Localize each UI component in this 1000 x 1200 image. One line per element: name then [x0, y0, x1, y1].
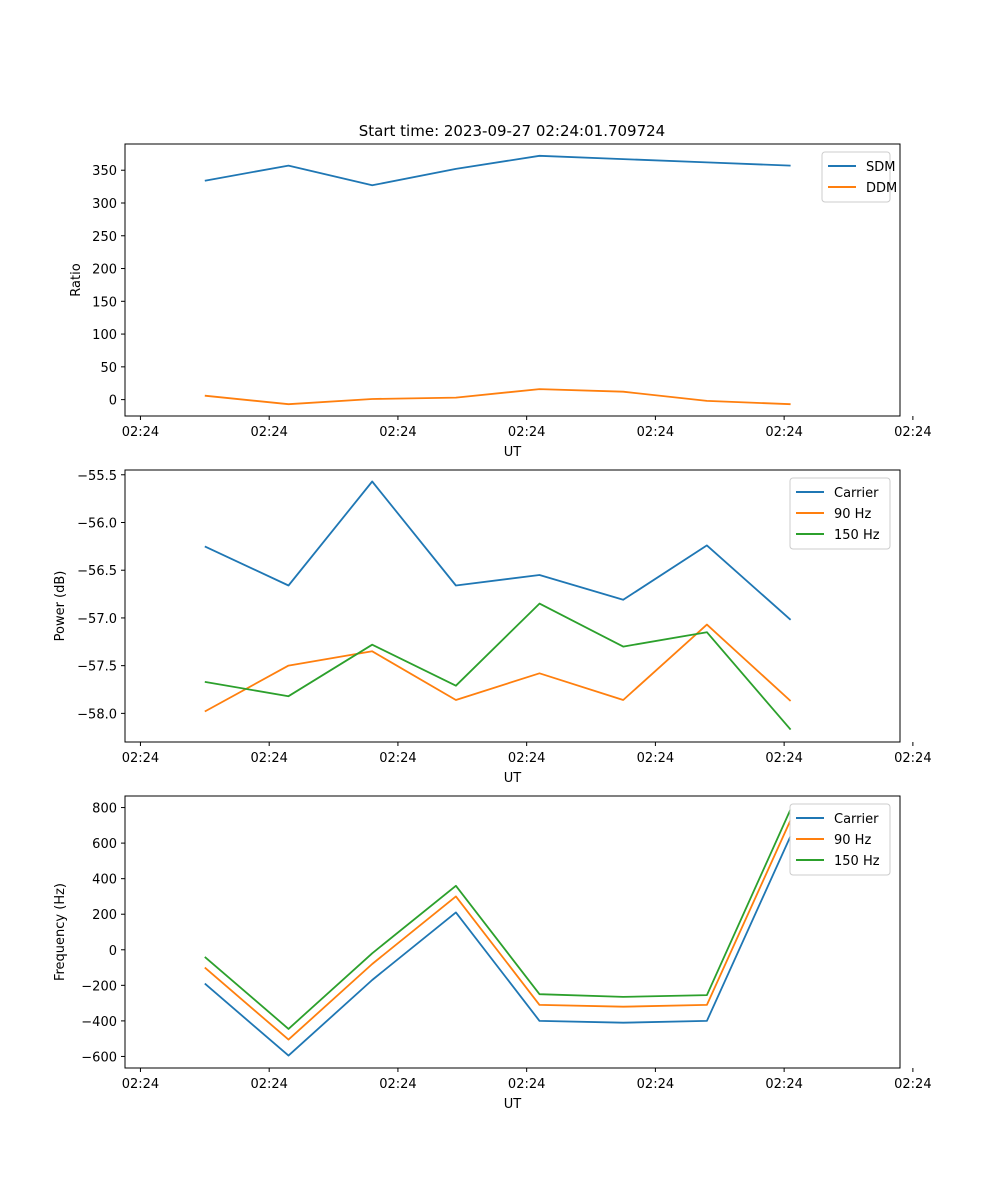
x-tick-label: 02:24 [379, 1077, 416, 1092]
figure-title: Start time: 2023-09-27 02:24:01.709724 [359, 122, 665, 140]
y-tick-label: 400 [92, 873, 117, 888]
series-line-carrier [204, 480, 792, 621]
series-line-sdm [204, 154, 791, 187]
y-tick-label: 200 [92, 908, 117, 923]
y-tick-label: 300 [92, 197, 117, 212]
y-tick-label: 0 [109, 394, 117, 409]
series-line-90-hz [204, 623, 792, 713]
legend: SDM DDM [821, 151, 897, 203]
x-tick-label: 02:24 [508, 425, 545, 440]
x-tick-label: 02:24 [122, 751, 159, 766]
x-tick-label: 02:24 [894, 1077, 931, 1092]
y-tick-label: −58.0 [77, 707, 117, 722]
chart-panel-2: 02:2402:2402:2402:2402:2402:2402:2402:25… [53, 469, 932, 786]
x-tick-label: 02:24 [250, 425, 287, 440]
legend: Carrier 90 Hz 150 Hz [789, 477, 891, 550]
x-tick-label: 02:24 [122, 425, 159, 440]
y-tick-label: −56.5 [77, 564, 117, 579]
legend-frame [789, 477, 891, 550]
x-tick-label: 02:24 [765, 1077, 802, 1092]
x-axis-label: UT [504, 771, 522, 786]
x-tick-label: 02:24 [765, 425, 802, 440]
y-tick-label: 200 [92, 263, 117, 278]
axes-frame [124, 469, 901, 743]
legend-frame [821, 151, 891, 203]
x-tick-label: 02:24 [637, 425, 674, 440]
legend-frame [789, 803, 891, 876]
x-tick-label: 02:24 [508, 751, 545, 766]
charts-container: 02:2402:2402:2402:2402:2402:2402:2402:25… [53, 143, 932, 1112]
legend-label: 90 Hz [834, 833, 871, 848]
y-tick-label: 800 [92, 802, 117, 817]
x-tick-label: 02:24 [894, 751, 931, 766]
y-tick-label: 250 [92, 230, 117, 245]
y-axis-label: Frequency (Hz) [53, 883, 68, 981]
y-tick-label: −400 [81, 1015, 117, 1030]
axes-frame [124, 795, 901, 1069]
series-line-carrier [204, 835, 792, 1057]
y-tick-label: 600 [92, 837, 117, 852]
y-tick-label: 50 [100, 361, 117, 376]
y-tick-label: 350 [92, 164, 117, 179]
y-tick-label: −56.0 [77, 516, 117, 531]
y-tick-label: 100 [92, 328, 117, 343]
y-tick-label: −55.5 [77, 469, 117, 484]
legend: Carrier 90 Hz 150 Hz [789, 803, 891, 876]
series-line-90-hz [204, 819, 792, 1041]
legend-label: 90 Hz [834, 507, 871, 522]
legend-label: 150 Hz [834, 528, 880, 543]
x-axis-label: UT [504, 1097, 522, 1112]
x-tick-label: 02:24 [122, 1077, 159, 1092]
series-line-150-hz [204, 602, 792, 731]
y-axis-label: Ratio [69, 263, 84, 296]
x-tick-label: 02:24 [250, 1077, 287, 1092]
x-tick-label: 02:24 [379, 751, 416, 766]
y-tick-label: −600 [81, 1050, 117, 1065]
axes-frame [124, 143, 901, 417]
series-line-150-hz [204, 808, 792, 1030]
legend-label: Carrier [834, 812, 879, 827]
y-tick-label: −57.0 [77, 612, 117, 627]
x-tick-label: 02:24 [637, 1077, 674, 1092]
legend-label: DDM [866, 181, 897, 196]
y-axis-label: Power (dB) [53, 571, 68, 642]
legend-label: SDM [866, 160, 895, 175]
x-tick-label: 02:24 [250, 751, 287, 766]
y-tick-label: −200 [81, 979, 117, 994]
series-line-ddm [204, 388, 791, 406]
x-tick-label: 02:24 [637, 751, 674, 766]
y-tick-label: −57.5 [77, 660, 117, 675]
x-tick-label: 02:24 [765, 751, 802, 766]
chart-panel-1: 02:2402:2402:2402:2402:2402:2402:2402:25… [69, 143, 932, 460]
x-axis-label: UT [504, 445, 522, 460]
x-tick-label: 02:24 [379, 425, 416, 440]
chart-panel-3: 02:2402:2402:2402:2402:2402:2402:2402:25… [53, 795, 932, 1112]
y-tick-label: 150 [92, 295, 117, 310]
y-tick-label: 0 [109, 944, 117, 959]
x-tick-label: 02:24 [508, 1077, 545, 1092]
x-tick-label: 02:24 [894, 425, 931, 440]
legend-label: 150 Hz [834, 854, 880, 869]
legend-label: Carrier [834, 486, 879, 501]
